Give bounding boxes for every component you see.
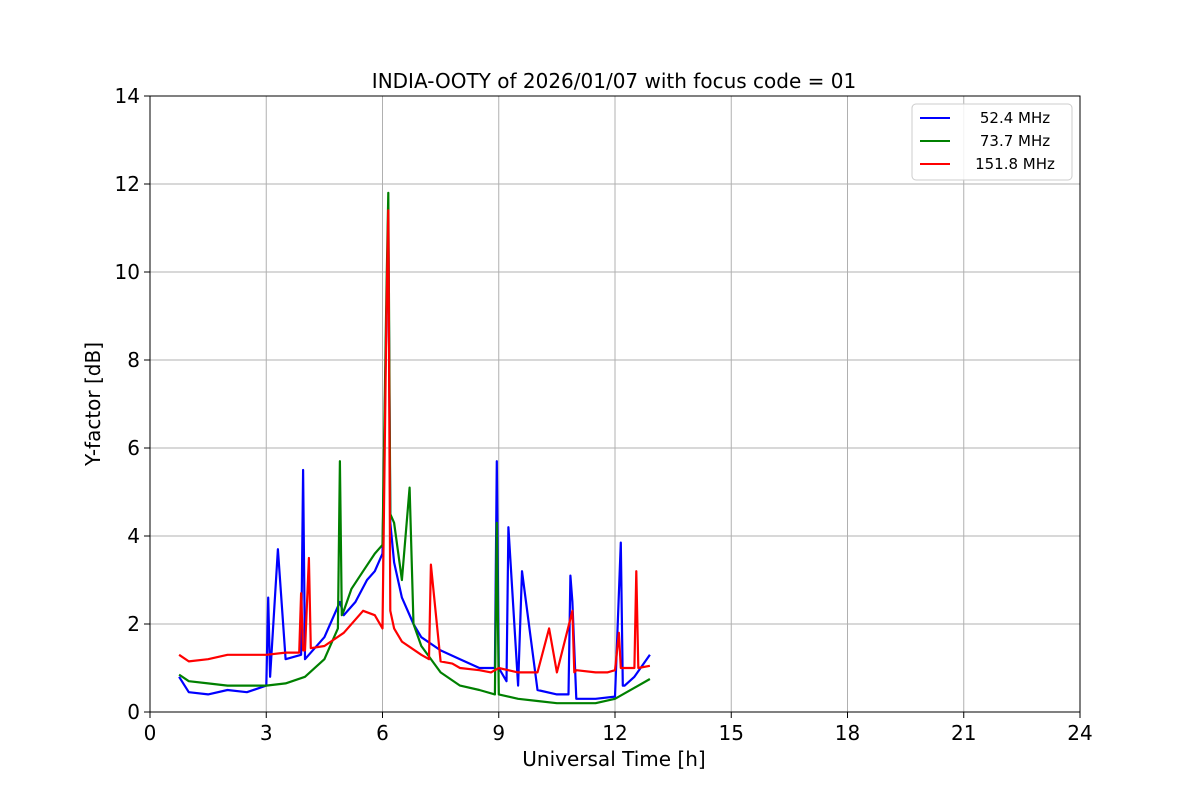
legend-box <box>911 103 1073 181</box>
x-tick-label: 18 <box>835 721 860 745</box>
legend-label-1: 52.4 MHz <box>980 109 1050 127</box>
y-tick-label: 6 <box>127 436 140 460</box>
x-ticks: 0 3 6 9 12 15 18 21 24 <box>144 712 1093 745</box>
y-tick-label: 0 <box>127 700 140 724</box>
x-tick-label: 21 <box>951 721 976 745</box>
series-group <box>178 191 651 705</box>
y-tick-label: 10 <box>115 260 140 284</box>
series-line-1 <box>178 231 651 700</box>
y-tick-label: 14 <box>115 84 140 108</box>
legend-label-3: 151.8 MHz <box>975 155 1055 173</box>
x-tick-label: 24 <box>1067 721 1092 745</box>
series-line-3 <box>178 209 651 674</box>
x-tick-label: 6 <box>376 721 389 745</box>
x-tick-label: 9 <box>492 721 505 745</box>
y-tick-label: 8 <box>127 348 140 372</box>
legend: 52.4 MHz 73.7 MHz 151.8 MHz <box>911 103 1073 181</box>
x-tick-label: 12 <box>602 721 627 745</box>
y-tick-label: 2 <box>127 612 140 636</box>
x-tick-label: 0 <box>144 721 157 745</box>
x-tick-label: 3 <box>260 721 273 745</box>
x-tick-label: 15 <box>719 721 744 745</box>
y-tick-label: 12 <box>115 172 140 196</box>
y-axis-label: Y-factor [dB] <box>81 342 105 467</box>
legend-label-2: 73.7 MHz <box>980 132 1050 150</box>
y-tick-label: 4 <box>127 524 140 548</box>
x-axis-label: Universal Time [h] <box>522 747 705 771</box>
y-ticks: 0 2 4 6 8 10 12 14 <box>115 84 150 724</box>
chart-title: INDIA-OOTY of 2026/01/07 with focus code… <box>372 69 856 93</box>
